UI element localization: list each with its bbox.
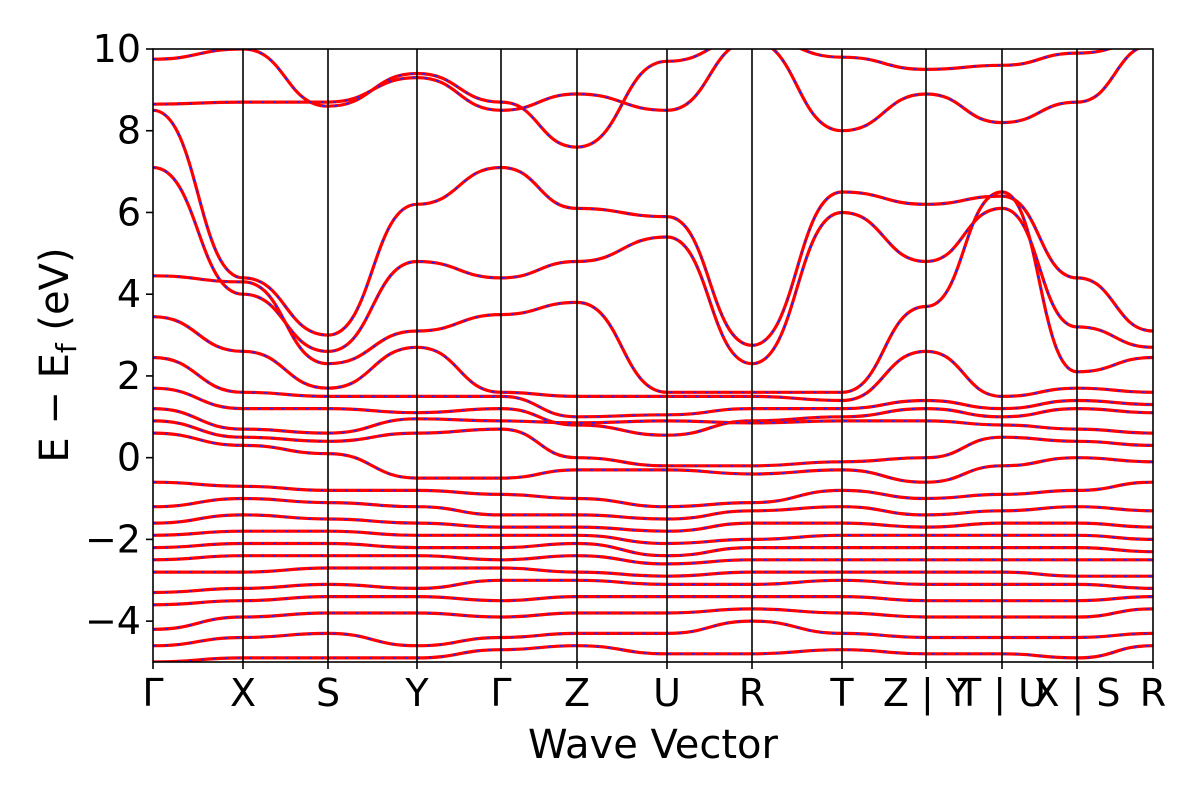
band-line-dash-5 (153, 191, 1153, 394)
x-tick-label: S (316, 671, 340, 715)
x-tick-label: R (1140, 671, 1166, 715)
y-axis-label-subscript: f (50, 342, 83, 353)
x-tick-label: Z (564, 671, 590, 715)
x-tick-label: Z | Y (883, 671, 970, 716)
band-line-5 (153, 190, 1153, 394)
band-line-21 (153, 607, 1153, 631)
x-tick-label: T | U (957, 671, 1046, 716)
band-line-1 (153, 49, 1114, 149)
band-line-dash-4 (153, 166, 1153, 365)
band-line-13 (153, 496, 1153, 521)
x-tick-label: Γ (490, 671, 511, 715)
y-axis-label: E − Ef (eV) (32, 247, 83, 462)
y-tick-label: −2 (85, 517, 141, 561)
x-axis-label: Wave Vector (528, 722, 779, 768)
band-line-18 (153, 566, 1153, 578)
y-tick-label: 8 (117, 109, 141, 153)
x-axis-ticks: Γ X S Y Γ Z U R T Z | YT | UX | S R (142, 662, 1166, 716)
y-axis-ticks: −4 −2 0 2 4 6 8 10 (85, 27, 153, 643)
x-tick-label: U (653, 671, 681, 715)
band-line-dash-2 (153, 49, 1140, 132)
band-line-7 (153, 355, 1153, 419)
band-line-20 (153, 594, 1153, 607)
x-tick-label: X (230, 671, 256, 715)
x-tick-label: R (739, 671, 765, 715)
band-line-dash-9 (153, 407, 1153, 434)
y-tick-label: 0 (117, 436, 141, 480)
y-tick-label: 2 (117, 354, 141, 398)
y-axis-label-space (32, 331, 78, 344)
band-line-15 (153, 529, 1153, 546)
band-lines (153, 49, 1153, 662)
band-line-23 (153, 644, 1153, 662)
y-axis-label-unit: (eV) (32, 247, 78, 330)
band-line-10 (153, 419, 1153, 468)
band-line-dash-1 (153, 49, 1112, 148)
y-tick-label: −4 (85, 599, 141, 643)
y-tick-label: 10 (93, 27, 141, 71)
y-tick-label: 6 (117, 190, 141, 234)
x-tick-label: X | S (1033, 671, 1120, 716)
x-tick-label: T (829, 671, 854, 715)
band-line-2 (153, 49, 1142, 133)
x-tick-label: Γ (142, 671, 163, 715)
band-line-19 (153, 578, 1153, 595)
band-line-3 (153, 108, 1153, 347)
y-axis-label-main: E − E (32, 353, 78, 463)
x-tick-label: Y (404, 671, 429, 715)
band-line-dash-3 (153, 109, 1153, 347)
band-line-dash-10 (153, 420, 1153, 467)
band-line-16 (153, 541, 1153, 558)
high-symmetry-lines (242, 49, 1078, 662)
plot-frame (152, 48, 1154, 663)
band-line-17 (153, 554, 1153, 566)
band-line-22 (153, 619, 1153, 648)
y-tick-label: 4 (117, 272, 141, 316)
band-line-dash-6 (153, 315, 1153, 402)
